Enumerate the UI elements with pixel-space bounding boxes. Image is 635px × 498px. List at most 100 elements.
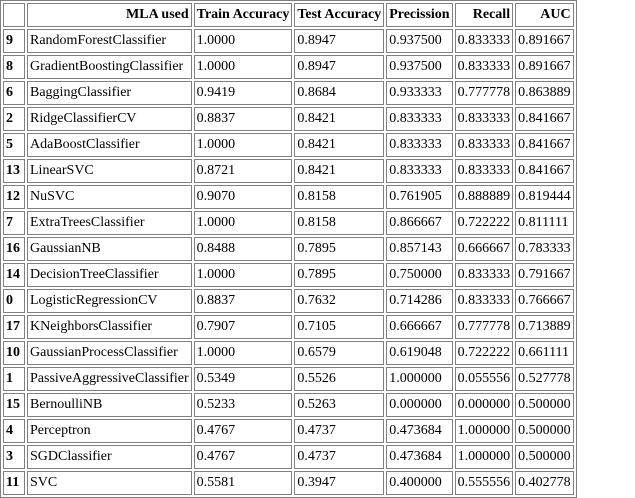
test-accuracy-cell: 0.7895 [294, 263, 385, 287]
recall-cell: 0.666667 [454, 237, 514, 261]
train-accuracy-cell: 0.5581 [193, 471, 293, 495]
table-row: 5 AdaBoostClassifier 1.0000 0.8421 0.833333 0… [3, 133, 574, 157]
test-accuracy-cell: 0.8947 [294, 55, 385, 79]
recall-header: Recall [454, 3, 514, 27]
auc-cell: 0.500000 [515, 419, 574, 443]
recall-cell: 0.777778 [454, 315, 514, 339]
mla-name-cell: GradientBoostingClassifier [27, 55, 192, 79]
table-row: 2 RidgeClassifierCV 0.8837 0.8421 0.833333 0.… [3, 107, 574, 131]
table-row: 4 Perceptron 0.4767 0.4737 0.473684 1.000000 0… [3, 419, 574, 443]
table-row: 16 GaussianNB 0.8488 0.7895 0.857143 0.666667… [3, 237, 574, 261]
row-index: 10 [3, 341, 25, 365]
test-accuracy-cell: 0.5526 [294, 367, 385, 391]
train-accuracy-cell: 1.0000 [193, 29, 293, 53]
test-accuracy-cell: 0.8421 [294, 107, 385, 131]
recall-cell: 0.833333 [454, 289, 514, 313]
row-index: 5 [3, 133, 25, 157]
precission-cell: 0.473684 [386, 419, 453, 443]
recall-cell: 0.833333 [454, 133, 514, 157]
table-row: 11 SVC 0.5581 0.3947 0.400000 0.555556 0.40277… [3, 471, 574, 495]
train-accuracy-cell: 0.4767 [193, 445, 293, 469]
recall-cell: 0.833333 [454, 29, 514, 53]
train-accuracy-cell: 0.4767 [193, 419, 293, 443]
table-row: 9 RandomForestClassifier 1.0000 0.8947 0.937… [3, 29, 574, 53]
recall-cell: 0.055556 [454, 367, 514, 391]
table-row: 13 LinearSVC 0.8721 0.8421 0.833333 0.833333 0… [3, 159, 574, 183]
auc-cell: 0.500000 [515, 393, 574, 417]
table-row: 12 NuSVC 0.9070 0.8158 0.761905 0.888889 0.819… [3, 185, 574, 209]
test-accuracy-cell: 0.8421 [294, 133, 385, 157]
table-row: 1 PassiveAggressiveClassifier 0.5349 0.5526… [3, 367, 574, 391]
results-table: MLA used Train Accuracy Test Accuracy Pr… [0, 0, 577, 498]
train-accuracy-cell: 1.0000 [193, 55, 293, 79]
table-row: 8 GradientBoostingClassifier 1.0000 0.8947 0… [3, 55, 574, 79]
recall-cell: 1.000000 [454, 419, 514, 443]
test-accuracy-cell: 0.6579 [294, 341, 385, 365]
test-accuracy-cell: 0.3947 [294, 471, 385, 495]
mla-name-cell: BaggingClassifier [27, 81, 192, 105]
precission-cell: 0.937500 [386, 29, 453, 53]
train-accuracy-cell: 0.9419 [193, 81, 293, 105]
mla-name-cell: DecisionTreeClassifier [27, 263, 192, 287]
auc-cell: 0.891667 [515, 29, 574, 53]
precission-cell: 0.833333 [386, 107, 453, 131]
recall-cell: 1.000000 [454, 445, 514, 469]
row-index: 2 [3, 107, 25, 131]
row-index: 12 [3, 185, 25, 209]
test-accuracy-cell: 0.8158 [294, 211, 385, 235]
train-accuracy-cell: 0.7907 [193, 315, 293, 339]
train-accuracy-cell: 0.9070 [193, 185, 293, 209]
precission-cell: 0.714286 [386, 289, 453, 313]
mla-name-cell: LinearSVC [27, 159, 192, 183]
auc-cell: 0.863889 [515, 81, 574, 105]
row-index: 0 [3, 289, 25, 313]
recall-cell: 0.722222 [454, 211, 514, 235]
test-accuracy-cell: 0.4737 [294, 445, 385, 469]
test-accuracy-cell: 0.4737 [294, 419, 385, 443]
mla-name-cell: NuSVC [27, 185, 192, 209]
auc-cell: 0.713889 [515, 315, 574, 339]
mla-name-cell: Perceptron [27, 419, 192, 443]
table-row: 6 BaggingClassifier 0.9419 0.8684 0.933333 0.… [3, 81, 574, 105]
auc-cell: 0.811111 [515, 211, 574, 235]
row-index: 4 [3, 419, 25, 443]
table-row: 3 SGDClassifier 0.4767 0.4737 0.473684 1.0000… [3, 445, 574, 469]
auc-cell: 0.819444 [515, 185, 574, 209]
precission-cell: 0.750000 [386, 263, 453, 287]
recall-cell: 0.722222 [454, 341, 514, 365]
mla-name-cell: ExtraTreesClassifier [27, 211, 192, 235]
auc-cell: 0.661111 [515, 341, 574, 365]
row-index: 7 [3, 211, 25, 235]
mla-name-cell: KNeighborsClassifier [27, 315, 192, 339]
auc-cell: 0.841667 [515, 107, 574, 131]
auc-cell: 0.783333 [515, 237, 574, 261]
auc-header: AUC [515, 3, 574, 27]
train-accuracy-cell: 0.5349 [193, 367, 293, 391]
train-accuracy-cell: 0.5233 [193, 393, 293, 417]
mla-name-cell: LogisticRegressionCV [27, 289, 192, 313]
row-index: 17 [3, 315, 25, 339]
train-accuracy-cell: 1.0000 [193, 263, 293, 287]
table-row: 10 GaussianProcessClassifier 1.0000 0.6579 0… [3, 341, 574, 365]
auc-cell: 0.841667 [515, 159, 574, 183]
recall-cell: 0.833333 [454, 263, 514, 287]
test-accuracy-cell: 0.7895 [294, 237, 385, 261]
train-accuracy-cell: 1.0000 [193, 341, 293, 365]
recall-cell: 0.000000 [454, 393, 514, 417]
row-index: 15 [3, 393, 25, 417]
header-row: MLA used Train Accuracy Test Accuracy Pr… [3, 3, 574, 27]
precission-cell: 0.833333 [386, 133, 453, 157]
precission-cell: 0.937500 [386, 55, 453, 79]
mla-name-cell: RidgeClassifierCV [27, 107, 192, 131]
table-row: 14 DecisionTreeClassifier 1.0000 0.7895 0.75… [3, 263, 574, 287]
precission-cell: 1.000000 [386, 367, 453, 391]
train-accuracy-cell: 0.8721 [193, 159, 293, 183]
index-header [3, 3, 25, 27]
table-header: MLA used Train Accuracy Test Accuracy Pr… [3, 3, 574, 27]
train-accuracy-cell: 0.8488 [193, 237, 293, 261]
recall-cell: 0.555556 [454, 471, 514, 495]
row-index: 3 [3, 445, 25, 469]
train-accuracy-cell: 1.0000 [193, 133, 293, 157]
precission-cell: 0.400000 [386, 471, 453, 495]
row-index: 16 [3, 237, 25, 261]
